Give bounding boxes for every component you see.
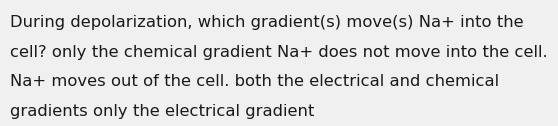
Text: gradients only the electrical gradient: gradients only the electrical gradient [10,104,314,119]
Text: During depolarization, which gradient(s) move(s) Na+ into the: During depolarization, which gradient(s)… [10,15,523,30]
Text: Na+ moves out of the cell. both the electrical and chemical: Na+ moves out of the cell. both the elec… [10,74,499,89]
Text: cell? only the chemical gradient Na+ does not move into the cell.: cell? only the chemical gradient Na+ doe… [10,45,547,60]
